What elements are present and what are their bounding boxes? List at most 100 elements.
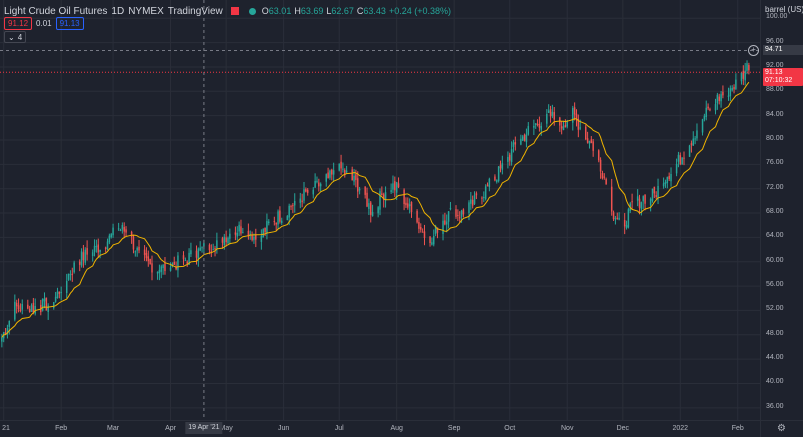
price-tick-label: 72.00 (766, 183, 784, 191)
flag-icon[interactable] (230, 7, 239, 15)
candle-up (501, 163, 504, 170)
candle-down (58, 291, 61, 294)
candle-up (80, 251, 83, 266)
candle-down (130, 231, 133, 237)
candle-down (509, 154, 511, 161)
candle-up (99, 249, 101, 252)
price-tick-label: 36.00 (766, 402, 784, 410)
candle-up (47, 305, 49, 313)
candle-down (195, 250, 198, 258)
candle-down (394, 181, 396, 191)
crosshair-price-label: 94.71 (763, 45, 803, 56)
candle-up (260, 235, 263, 242)
candle-up (227, 237, 229, 244)
candles (1, 60, 750, 348)
candle-up (134, 251, 137, 253)
candle-up (729, 88, 732, 97)
candle-down (458, 217, 461, 219)
gear-icon[interactable]: ⚙ (777, 423, 786, 434)
candle-up (329, 170, 331, 178)
candle-up (701, 119, 704, 133)
price-tick-label: 40.00 (766, 378, 784, 386)
candle-up (640, 202, 643, 210)
candle-down (462, 209, 465, 215)
time-tick-label: Aug (390, 425, 403, 432)
candle-down (514, 142, 517, 145)
candle-up (169, 267, 172, 271)
interval-label[interactable]: 1D (111, 5, 125, 17)
price-tick-label: 64.00 (766, 232, 784, 240)
axis-corner: ⚙ (760, 420, 803, 437)
candle-up (716, 94, 719, 104)
symbol-title[interactable]: Light Crude Oil Futures (4, 5, 108, 17)
candle-up (69, 274, 72, 276)
candle-up (316, 180, 318, 182)
candle-up (332, 170, 335, 175)
candle-down (290, 206, 292, 208)
candle-down (605, 179, 607, 185)
candle-up (319, 183, 322, 187)
candle-down (382, 194, 385, 200)
candle-down (601, 173, 604, 179)
candle-up (714, 104, 717, 111)
candle-up (566, 120, 568, 127)
ohlc-values: O63.01 H63.69 L62.67 C63.43 +0.24 (+0.38… (262, 6, 451, 16)
add-alert-plus-icon[interactable]: + (748, 45, 759, 57)
price-tick-label: 96.00 (766, 37, 784, 45)
candle-down (638, 198, 641, 208)
price-tick-label: 48.00 (766, 329, 784, 337)
candle-down (455, 209, 457, 217)
candle-down (305, 189, 307, 192)
candle-down (369, 202, 372, 215)
candle-down (123, 227, 125, 232)
candle-down (225, 237, 227, 243)
candle-down (577, 118, 580, 130)
candle-down (471, 199, 474, 206)
candle-up (136, 247, 138, 251)
time-axis[interactable]: 21 Feb Mar Apr May Jun Jul Aug Sep Oct Nov Dec 2022 F… (0, 420, 760, 437)
buy-price-button[interactable]: 91.13 (55, 17, 84, 30)
candle-down (631, 201, 633, 203)
candle-down (644, 194, 646, 204)
candle-up (562, 126, 565, 131)
candle-up (93, 245, 96, 252)
candle-down (707, 106, 709, 109)
candle-down (143, 249, 146, 255)
symbol-legend[interactable]: Light Crude Oil Futures 1D NYMEX Trading… (4, 4, 451, 18)
price-tick-label: 44.00 (766, 354, 784, 362)
candle-down (279, 210, 281, 222)
candle-up (54, 296, 57, 302)
candle-down (208, 244, 211, 251)
candle-up (705, 107, 707, 118)
candle-up (572, 108, 574, 123)
candle-up (447, 211, 450, 222)
candle-up (636, 196, 639, 201)
candle-down (481, 197, 483, 199)
unit-selector[interactable]: barrel (US)▾ (765, 5, 803, 14)
candle-up (483, 196, 485, 198)
candle-up (110, 234, 112, 238)
last-price-value: 91.13 (765, 69, 783, 77)
price-tick-label: 68.00 (766, 208, 784, 216)
candle-up (368, 203, 370, 209)
candle-up (731, 87, 733, 91)
candle-up (299, 198, 302, 203)
sell-price-button[interactable]: 91.12 (4, 17, 33, 30)
price-axis[interactable]: barrel (US)▾ 36.00 40.00 44.00 48.00 52.00 56… (760, 0, 803, 420)
candle-up (740, 72, 743, 82)
candle-down (559, 117, 561, 126)
candle-up (664, 182, 667, 185)
chart-plot[interactable] (0, 0, 760, 420)
candle-up (199, 247, 201, 251)
time-tick-label: 21 (2, 425, 10, 432)
candle-up (449, 207, 452, 210)
buy-sell-row: 91.12 0.01 91.13 (4, 17, 84, 30)
candle-up (651, 188, 654, 201)
candle-down (486, 184, 489, 187)
candle-down (597, 150, 600, 161)
candle-up (703, 115, 706, 120)
candle-down (149, 258, 151, 264)
chart-area[interactable]: Light Crude Oil Futures 1D NYMEX Trading… (0, 0, 760, 420)
time-tick-label: Jun (277, 425, 290, 432)
indicators-toggle[interactable]: ⌄ 4 (4, 31, 27, 43)
